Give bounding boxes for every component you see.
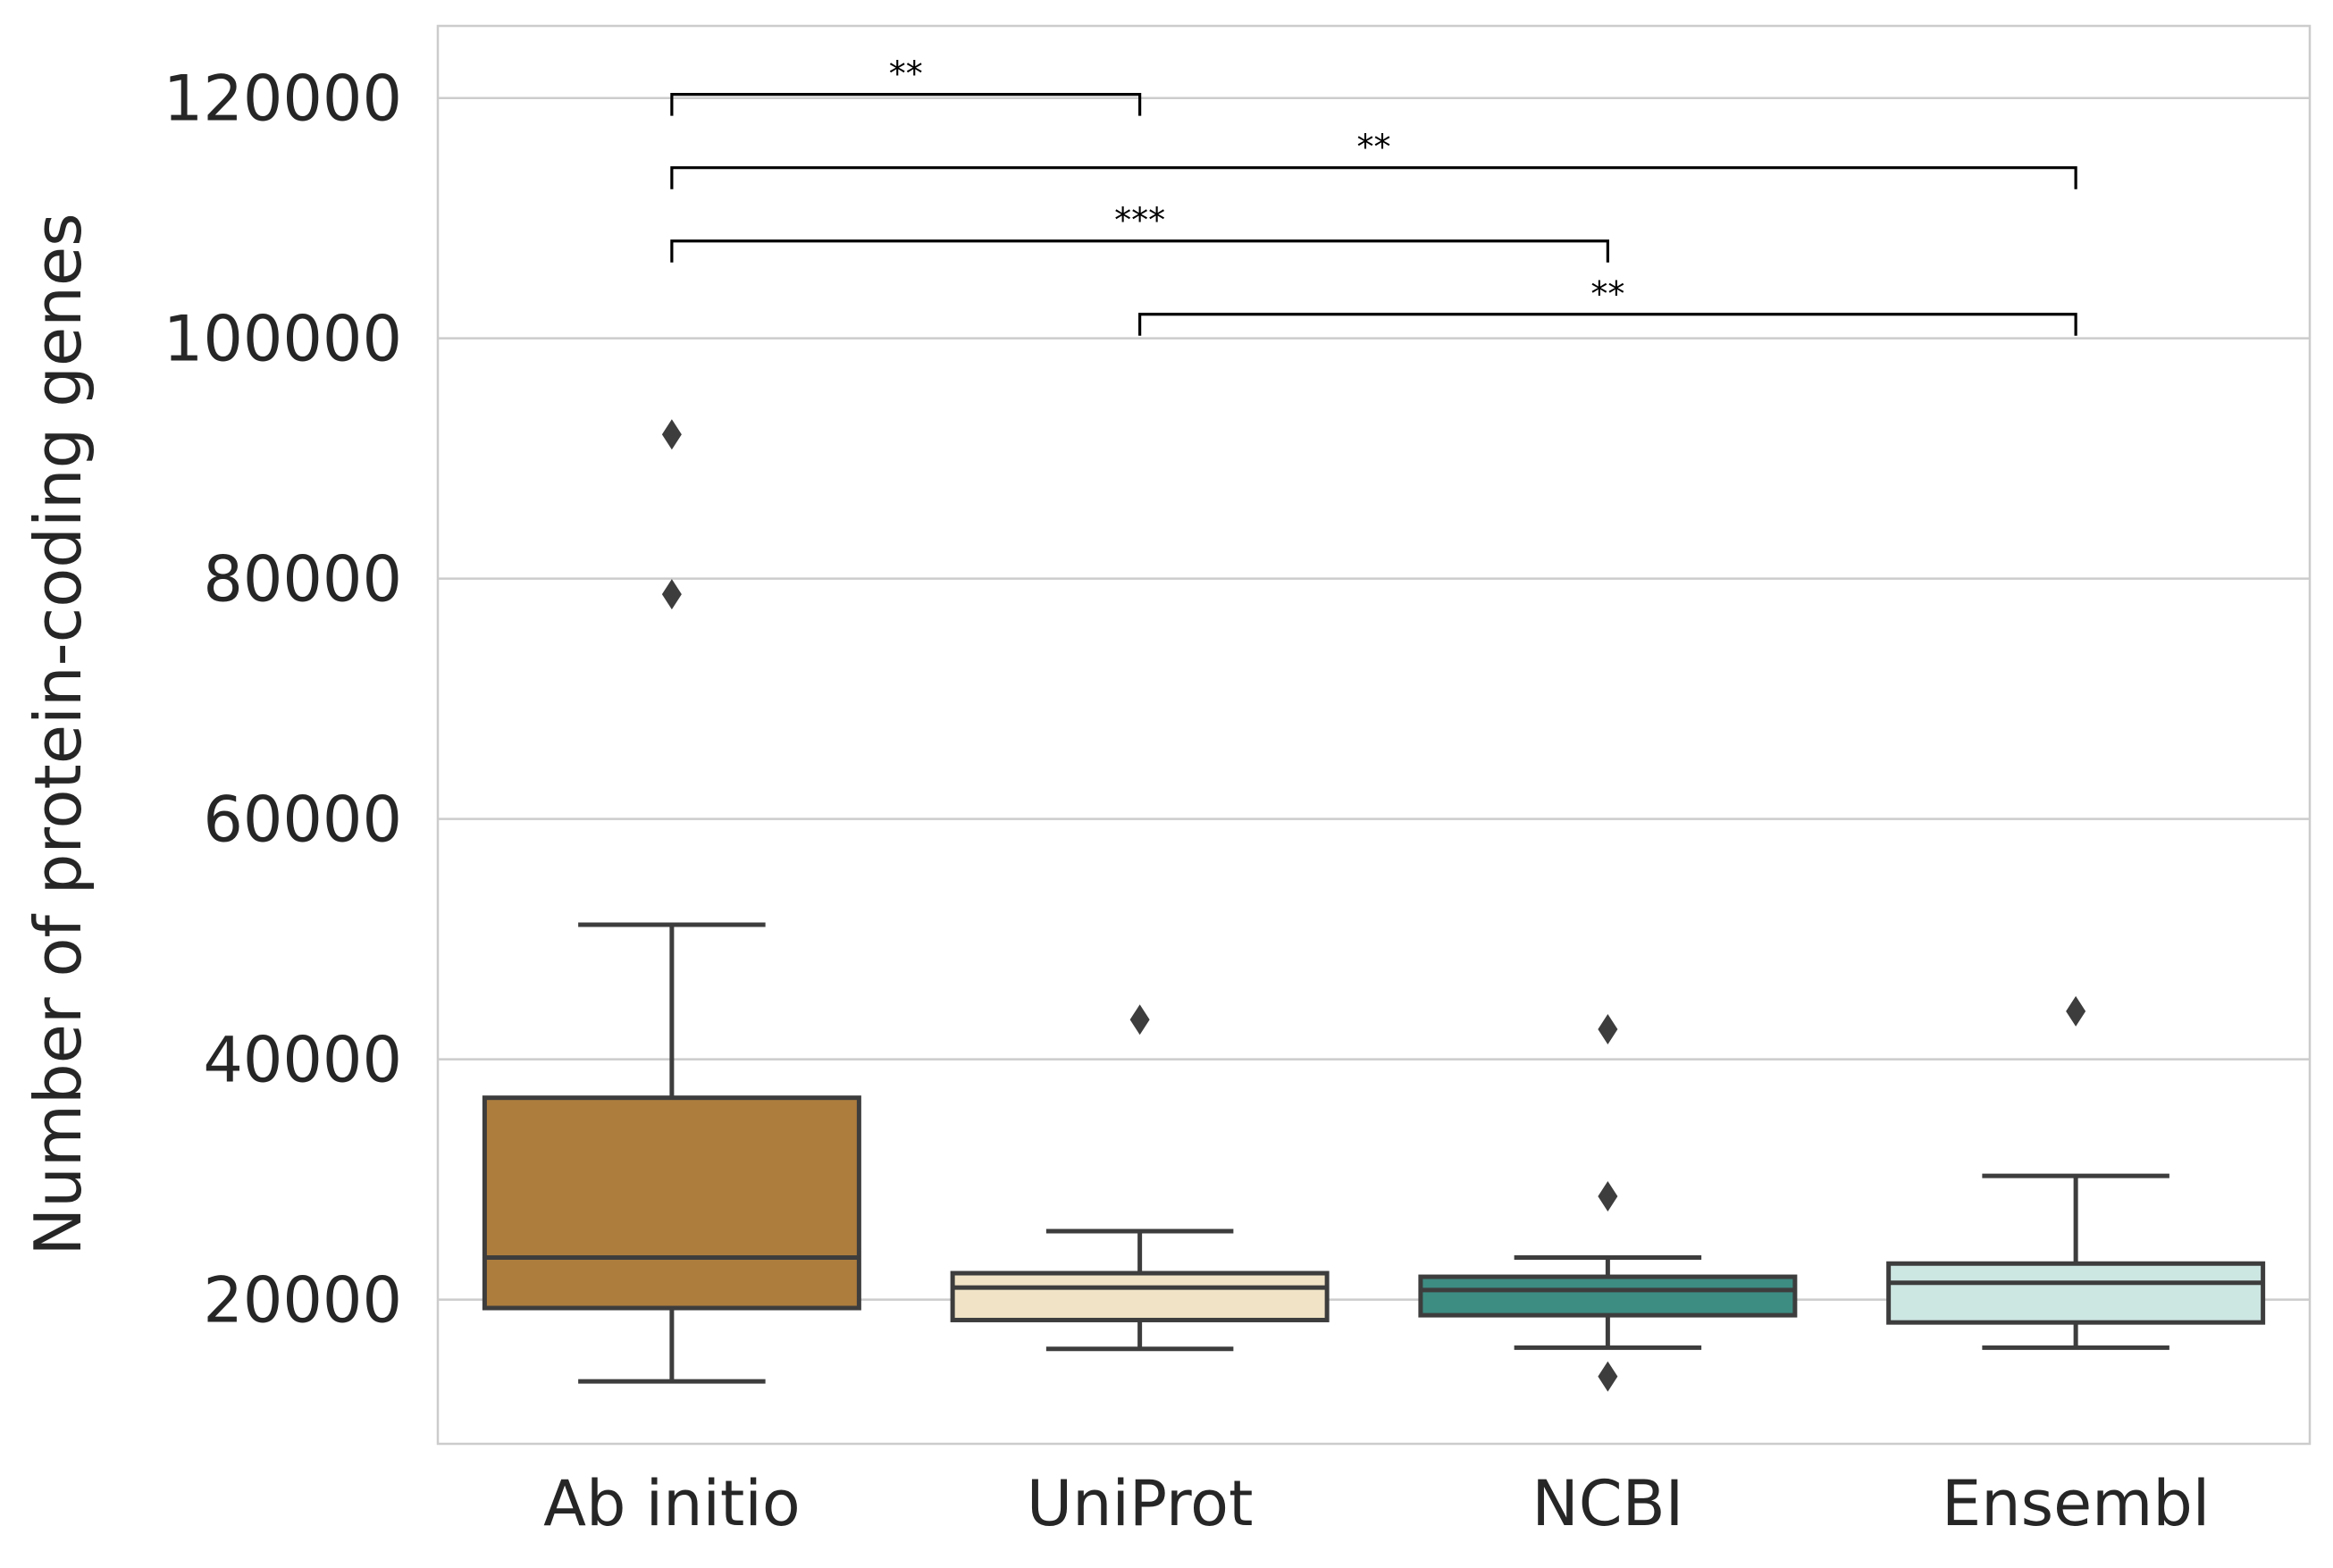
outlier-point — [1598, 1361, 1618, 1392]
box-group — [482, 419, 861, 1384]
significance-label: ** — [889, 55, 923, 94]
outlier-point — [2066, 995, 2086, 1027]
y-tick-label: 40000 — [203, 1024, 402, 1097]
outlier-point — [661, 579, 682, 610]
significance-bracket: ** — [1138, 274, 2077, 336]
iqr-box — [1886, 1261, 2266, 1325]
iqr-box — [950, 1270, 1330, 1322]
bracket-line — [670, 166, 2077, 189]
significance-brackets: ********* — [670, 55, 2077, 336]
x-tick-label: Ensembl — [1942, 1467, 2210, 1540]
iqr-box — [482, 1095, 861, 1311]
y-tick-labels: 20000 40000 60000 80000 100000 120000 — [164, 63, 402, 1337]
bracket-line — [670, 93, 1142, 116]
bracket-line — [1138, 313, 2077, 336]
plot-frame — [436, 24, 2312, 1446]
y-tick-label: 100000 — [164, 303, 402, 376]
y-tick-label: 120000 — [164, 63, 402, 136]
significance-label: *** — [1114, 201, 1165, 240]
x-tick-label: Ab initio — [543, 1467, 801, 1540]
significance-bracket: *** — [670, 201, 1609, 263]
y-tick-label: 80000 — [203, 543, 402, 616]
x-tick-label: NCBI — [1532, 1467, 1683, 1540]
significance-bracket: ** — [670, 128, 2077, 189]
outlier-point — [661, 419, 682, 450]
outlier-point — [1129, 1004, 1150, 1036]
iqr-box — [1418, 1274, 1798, 1318]
significance-bracket: ** — [670, 55, 1142, 116]
significance-label: ** — [1590, 274, 1624, 314]
y-axis-title: Number of protein-coding genes — [21, 213, 96, 1255]
outlier-point — [1598, 1014, 1618, 1045]
x-tick-labels: Ab initio UniProt NCBI Ensembl — [543, 1467, 2210, 1540]
boxes — [482, 419, 2266, 1392]
box-group — [1418, 1014, 1798, 1392]
box-group — [1886, 995, 2266, 1350]
box-group — [950, 1004, 1330, 1352]
significance-label: ** — [1357, 128, 1391, 167]
y-tick-label: 20000 — [203, 1264, 402, 1337]
y-tick-label: 60000 — [203, 784, 402, 857]
outlier-point — [1598, 1180, 1618, 1212]
bracket-line — [670, 239, 1609, 263]
x-tick-label: UniProt — [1027, 1467, 1254, 1540]
